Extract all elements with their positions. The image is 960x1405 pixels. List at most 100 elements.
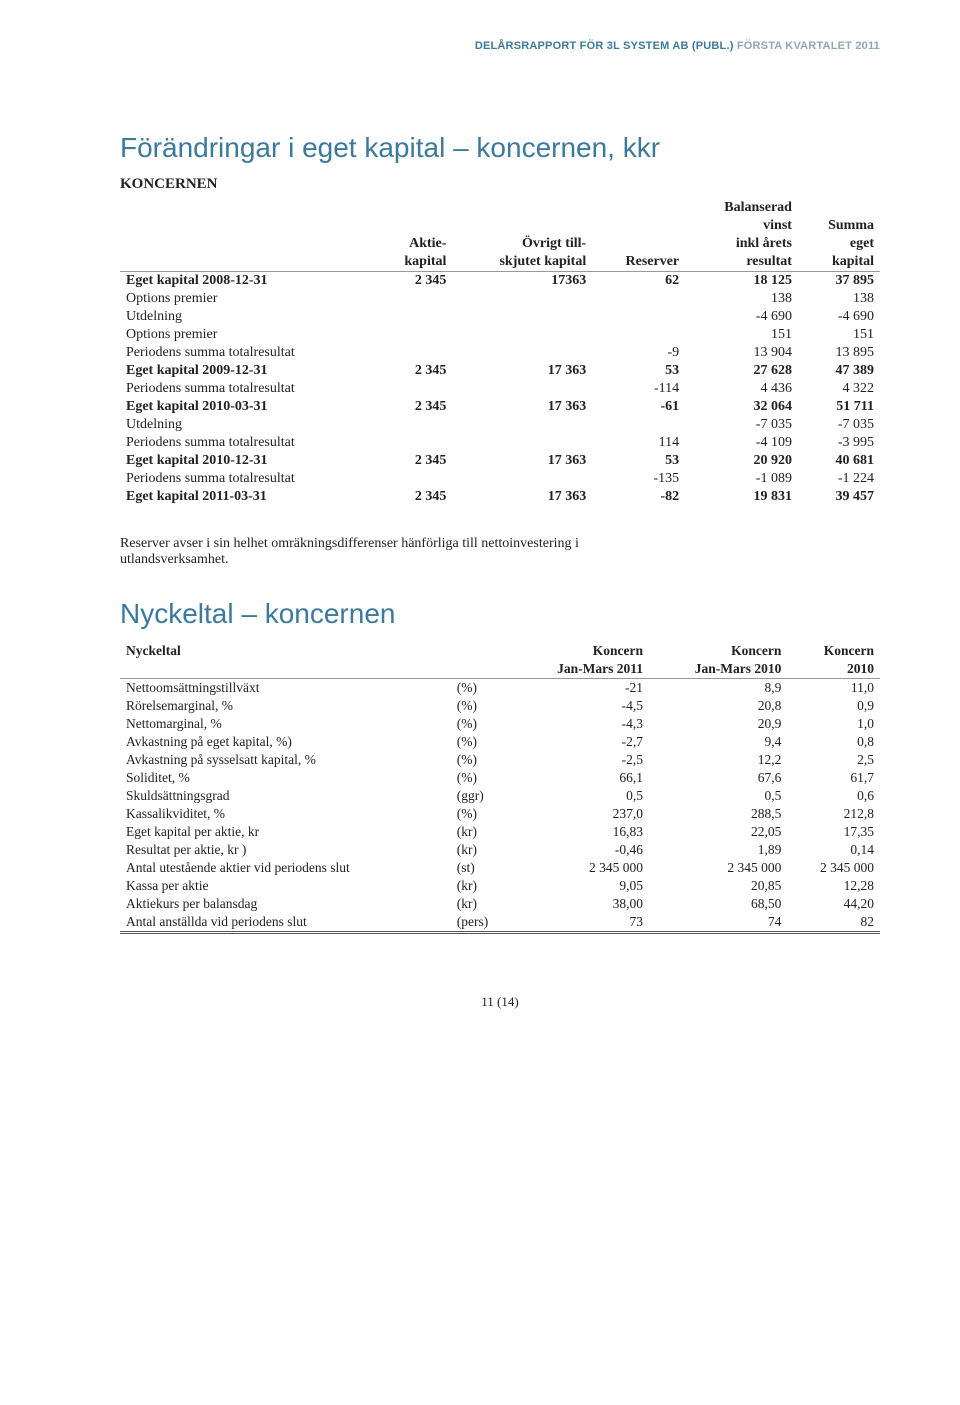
cell-value bbox=[376, 416, 452, 434]
cell-value: 82 bbox=[787, 913, 880, 933]
cell-value: 4 436 bbox=[685, 380, 798, 398]
table-row: Nettomarginal, %(%)-4,320,91,0 bbox=[120, 715, 880, 733]
cell-value: -4 690 bbox=[685, 308, 798, 326]
cell-value: -0,46 bbox=[512, 841, 649, 859]
kf-row-label: Skuldsättningsgrad bbox=[120, 787, 451, 805]
kf-row-label: Rörelsemarginal, % bbox=[120, 697, 451, 715]
cell-value: 17 363 bbox=[452, 488, 592, 506]
table-row: Eget kapital per aktie, kr(kr)16,8322,05… bbox=[120, 823, 880, 841]
cell-value: -2,7 bbox=[512, 733, 649, 751]
table-row: Eget kapital 2010-03-312 34517 363-6132 … bbox=[120, 398, 880, 416]
col-header: inkl årets bbox=[685, 235, 798, 253]
header-left: DELÅRSRAPPORT FÖR 3L SYSTEM AB (PUBL.) bbox=[475, 40, 734, 52]
kf-row-unit: (%) bbox=[451, 769, 512, 787]
key-figures-table: NyckeltalKoncernKoncernKoncernJan-Mars 2… bbox=[120, 642, 880, 934]
cell-value: -1 224 bbox=[798, 470, 880, 488]
table-row: Eget kapital 2011-03-312 34517 363-8219 … bbox=[120, 488, 880, 506]
cell-value: 44,20 bbox=[787, 895, 880, 913]
equity-changes-table: BalanseradvinstSummaAktie-Övrigt till-in… bbox=[120, 199, 880, 506]
kf-row-unit: (kr) bbox=[451, 841, 512, 859]
cell-value: 20,85 bbox=[649, 877, 787, 895]
cell-value bbox=[376, 380, 452, 398]
col-header bbox=[592, 235, 685, 253]
cell-value bbox=[592, 326, 685, 344]
cell-value: 151 bbox=[798, 326, 880, 344]
cell-value: 12,28 bbox=[787, 877, 880, 895]
col-header: vinst bbox=[685, 217, 798, 235]
cell-value: 17 363 bbox=[452, 398, 592, 416]
cell-value bbox=[452, 470, 592, 488]
section1-title: Förändringar i eget kapital – koncernen,… bbox=[120, 132, 880, 164]
kf-row-label: Eget kapital per aktie, kr bbox=[120, 823, 451, 841]
cell-value: 39 457 bbox=[798, 488, 880, 506]
kf-col-header: Jan-Mars 2010 bbox=[649, 660, 787, 679]
col-label-header bbox=[120, 235, 376, 253]
kf-row-unit: (st) bbox=[451, 859, 512, 877]
row-label: Periodens summa totalresultat bbox=[120, 380, 376, 398]
kf-row-label: Kassalikviditet, % bbox=[120, 805, 451, 823]
cell-value bbox=[592, 416, 685, 434]
table-row: Periodens summa totalresultat-135-1 089-… bbox=[120, 470, 880, 488]
cell-value: 17,35 bbox=[787, 823, 880, 841]
cell-value bbox=[376, 344, 452, 362]
cell-value: 237,0 bbox=[512, 805, 649, 823]
cell-value: 73 bbox=[512, 913, 649, 933]
table-row: Kassa per aktie(kr)9,0520,8512,28 bbox=[120, 877, 880, 895]
kf-row-unit: (%) bbox=[451, 697, 512, 715]
cell-value: 2 345 bbox=[376, 398, 452, 416]
kf-row-unit: (%) bbox=[451, 805, 512, 823]
cell-value bbox=[376, 308, 452, 326]
cell-value: 66,1 bbox=[512, 769, 649, 787]
kf-col-header: Koncern bbox=[649, 642, 787, 660]
row-label: Eget kapital 2011-03-31 bbox=[120, 488, 376, 506]
cell-value: 74 bbox=[649, 913, 787, 933]
cell-value: 61,7 bbox=[787, 769, 880, 787]
cell-value bbox=[452, 380, 592, 398]
table-row: Rörelsemarginal, %(%)-4,520,80,9 bbox=[120, 697, 880, 715]
cell-value: 53 bbox=[592, 362, 685, 380]
cell-value: 0,5 bbox=[649, 787, 787, 805]
header-right: FÖRSTA KVARTALET 2011 bbox=[734, 40, 880, 52]
table-row: Options premier151151 bbox=[120, 326, 880, 344]
cell-value: -4,3 bbox=[512, 715, 649, 733]
cell-value: 27 628 bbox=[685, 362, 798, 380]
col-header bbox=[452, 217, 592, 235]
row-label: Periodens summa totalresultat bbox=[120, 470, 376, 488]
table-row: Antal utestående aktier vid periodens sl… bbox=[120, 859, 880, 877]
cell-value: -3 995 bbox=[798, 434, 880, 452]
kf-row-label: Nettoomsättningstillväxt bbox=[120, 679, 451, 698]
kf-row-label: Nettomarginal, % bbox=[120, 715, 451, 733]
col-header bbox=[376, 217, 452, 235]
kf-row-unit: (pers) bbox=[451, 913, 512, 933]
cell-value: 22,05 bbox=[649, 823, 787, 841]
cell-value: 20,8 bbox=[649, 697, 787, 715]
cell-value: 19 831 bbox=[685, 488, 798, 506]
table-row: Eget kapital 2010-12-312 34517 3635320 9… bbox=[120, 452, 880, 470]
cell-value: 67,6 bbox=[649, 769, 787, 787]
kf-row-label: Kassa per aktie bbox=[120, 877, 451, 895]
col-header: Aktie- bbox=[376, 235, 452, 253]
cell-value: 2,5 bbox=[787, 751, 880, 769]
cell-value: 0,5 bbox=[512, 787, 649, 805]
kf-col-header: Jan-Mars 2011 bbox=[512, 660, 649, 679]
cell-value: 138 bbox=[685, 290, 798, 308]
cell-value bbox=[452, 326, 592, 344]
cell-value: -4 690 bbox=[798, 308, 880, 326]
table-row: Soliditet, %(%)66,167,661,7 bbox=[120, 769, 880, 787]
col-header bbox=[452, 199, 592, 217]
table-row: Periodens summa totalresultat-913 90413 … bbox=[120, 344, 880, 362]
cell-value: 37 895 bbox=[798, 272, 880, 291]
kf-row-label: Avkastning på eget kapital, %) bbox=[120, 733, 451, 751]
cell-value bbox=[376, 434, 452, 452]
cell-value: 151 bbox=[685, 326, 798, 344]
row-label: Utdelning bbox=[120, 416, 376, 434]
kf-row-label: Resultat per aktie, kr ) bbox=[120, 841, 451, 859]
key-figures-body: Nettoomsättningstillväxt(%)-218,911,0Rör… bbox=[120, 679, 880, 933]
cell-value: 68,50 bbox=[649, 895, 787, 913]
kf-row-label: Antal utestående aktier vid periodens sl… bbox=[120, 859, 451, 877]
col-label-header bbox=[120, 253, 376, 272]
cell-value: -7 035 bbox=[685, 416, 798, 434]
table-row: Eget kapital 2008-12-312 345173636218 12… bbox=[120, 272, 880, 291]
col-header bbox=[592, 199, 685, 217]
cell-value bbox=[376, 290, 452, 308]
